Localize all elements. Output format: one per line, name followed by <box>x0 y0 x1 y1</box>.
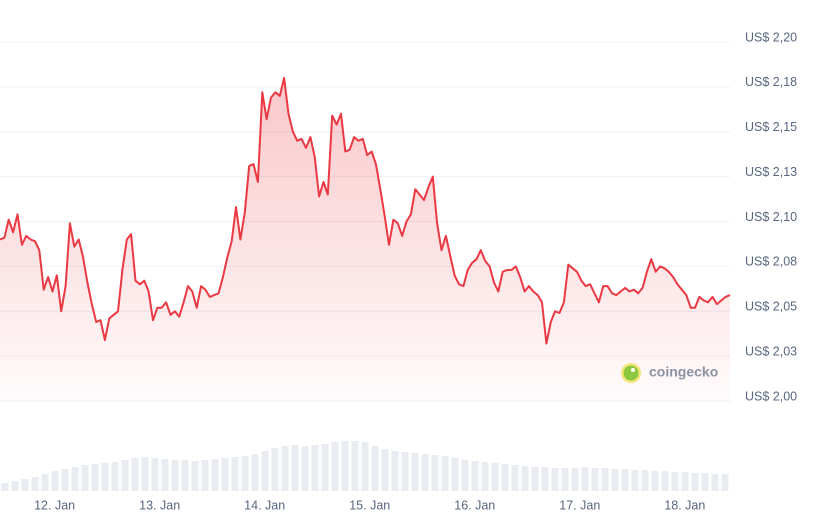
volume-bar <box>171 460 179 491</box>
volume-bar <box>391 451 399 491</box>
x-tick-label: 16. Jan <box>454 498 495 512</box>
volume-bar <box>621 469 629 491</box>
volume-bar <box>451 458 459 491</box>
volume-bar <box>521 466 529 491</box>
volume-bar <box>11 481 19 491</box>
plot <box>0 76 731 402</box>
volume-bar <box>261 451 269 491</box>
volume-bar <box>311 445 319 491</box>
volume-bar <box>81 465 89 491</box>
volume-bar <box>241 456 249 491</box>
volume-bar <box>181 460 189 491</box>
x-tick-label: 18. Jan <box>664 498 705 512</box>
volume-bar <box>601 468 609 491</box>
volume-bars <box>1 441 729 491</box>
volume-bar <box>281 446 289 491</box>
y-tick-label: US$ 2,00 <box>745 389 797 403</box>
volume-bar <box>651 471 659 491</box>
axes: US$ 2,00 US$ 2,03 US$ 2,05 US$ 2,08 US$ 2,10… <box>34 30 797 512</box>
volume-bar <box>351 441 359 491</box>
volume-bar <box>201 460 209 491</box>
volume-bar <box>591 468 599 491</box>
volume-bar <box>341 441 349 491</box>
volume-bar <box>301 446 309 491</box>
volume-bar <box>251 454 259 491</box>
volume-bar <box>471 461 479 491</box>
y-tick-label: US$ 2,10 <box>745 210 797 224</box>
volume-bar <box>191 461 199 491</box>
volume-bar <box>101 463 109 491</box>
x-tick-label: 15. Jan <box>349 498 390 512</box>
watermark: coingecko <box>621 363 718 383</box>
volume-bar <box>481 462 489 491</box>
volume-bar <box>581 467 589 491</box>
volume-bar <box>571 468 579 491</box>
y-tick-label: US$ 2,03 <box>745 344 797 358</box>
volume-bar <box>331 442 339 491</box>
volume-bar <box>461 460 469 491</box>
logo <box>623 365 639 381</box>
volume-bar <box>421 454 429 491</box>
y-tick-label: US$ 2,08 <box>745 255 797 269</box>
volume-bar <box>561 468 569 491</box>
volume-bar <box>371 446 379 491</box>
price-area <box>0 77 730 402</box>
y-tick-label: US$ 2,05 <box>745 300 797 314</box>
volume-bar <box>541 467 549 491</box>
volume-bar <box>131 458 139 491</box>
volume-bar <box>401 452 409 491</box>
volume-bar <box>671 472 679 491</box>
volume-bar <box>721 474 729 491</box>
volume-bar <box>631 470 639 491</box>
volume-bar <box>111 462 119 491</box>
volume-bar <box>661 471 669 491</box>
y-tick-label: US$ 2,13 <box>745 165 797 179</box>
volume-bar <box>231 457 239 491</box>
volume-bar <box>221 458 229 491</box>
x-tick-label: 12. Jan <box>34 498 75 512</box>
logo-eye <box>631 368 635 372</box>
volume-bar <box>31 477 39 491</box>
volume-bar <box>611 469 619 491</box>
volume-bar <box>41 474 49 491</box>
volume-bar <box>161 459 169 491</box>
x-tick-label: 17. Jan <box>559 498 600 512</box>
price-line <box>0 76 731 345</box>
volume-bar <box>21 479 29 491</box>
watermark-text: coingecko <box>649 364 718 380</box>
volume-bar <box>61 469 69 491</box>
x-tick-label: 14. Jan <box>244 498 285 512</box>
volume-bar <box>431 455 439 491</box>
volume-bar <box>271 448 279 491</box>
x-tick-label: 13. Jan <box>139 498 180 512</box>
volume-bar <box>681 472 689 491</box>
volume-bar <box>711 474 719 491</box>
volume-bar <box>91 464 99 491</box>
volume-bar <box>551 468 559 491</box>
volume-bar <box>71 467 79 491</box>
volume-bar <box>1 483 9 491</box>
y-tick-label: US$ 2,18 <box>745 75 797 89</box>
volume-bar <box>321 444 329 491</box>
volume-bar <box>441 456 449 491</box>
volume-bar <box>211 459 219 491</box>
volume-bar <box>531 467 539 491</box>
volume-bar <box>51 471 59 491</box>
volume-bar <box>511 465 519 491</box>
volume-bar <box>291 445 299 491</box>
volume-bar <box>691 473 699 491</box>
y-tick-label: US$ 2,20 <box>745 30 797 44</box>
volume-bar <box>411 453 419 491</box>
volume-bar <box>381 449 389 491</box>
volume-bar <box>701 473 709 491</box>
volume-bar <box>501 464 509 491</box>
volume-bar <box>141 457 149 491</box>
volume-bar <box>491 463 499 491</box>
volume-bar <box>641 470 649 491</box>
volume-bar <box>121 460 129 491</box>
volume-bar <box>361 442 369 491</box>
volume-bar <box>151 458 159 491</box>
y-tick-label: US$ 2,15 <box>745 120 797 134</box>
